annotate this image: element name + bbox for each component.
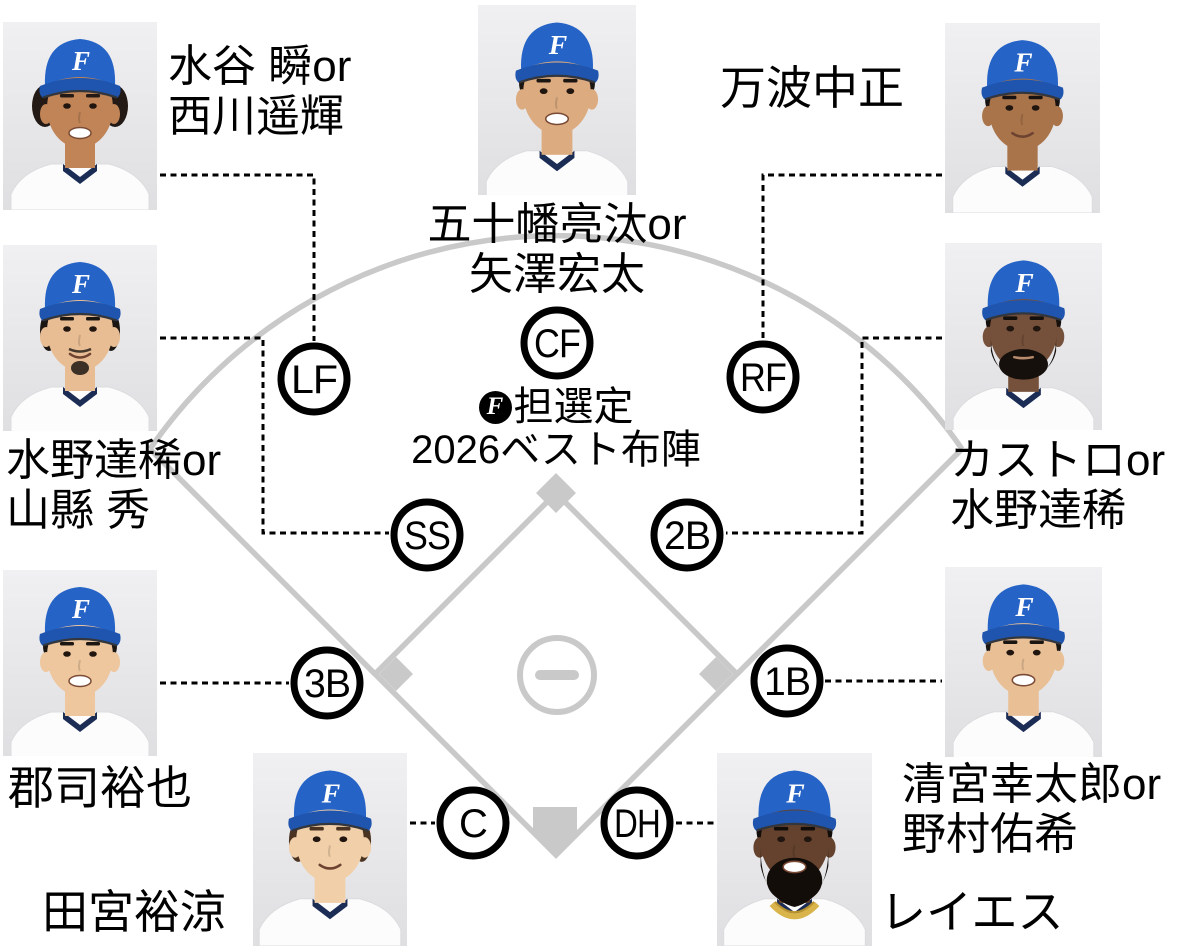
third-base-marker [379,657,413,691]
name-line: 矢澤宏太 [469,250,645,299]
player-photo-rf: F [945,23,1100,213]
player-name-ss: 水野達稀or 山縣 秀 [6,436,221,536]
player-name-c: 田宮裕涼 [42,886,226,938]
position-circle-cf [520,306,594,380]
svg-text:F: F [321,777,341,808]
name-line: 水谷 瞬or [168,42,352,91]
player-photo-dh: F [717,753,872,946]
player-photo-cf: F [478,5,636,195]
position-circle-2b [650,498,724,572]
name-line: レイエス [880,886,1064,938]
svg-text:F: F [1013,48,1032,78]
connector-rf [761,173,942,339]
connector-lf [160,173,316,341]
position-label-dh: DH [614,802,660,846]
player-photo-3b: F [3,570,157,756]
name-line: 山縣 秀 [6,486,151,535]
position-circle-dh [600,786,674,860]
name-line: 清宮幸太郎or [902,760,1162,809]
position-circles: LF CF RF SS 2B 3B 1B C DH [277,306,824,860]
player-name-2b: カストロor 水野達稀 [950,436,1165,536]
player-name-rf: 万波中正 [720,62,904,114]
name-line: 五十幡亮汰or [427,200,687,249]
position-circle-1b [750,644,824,718]
svg-text:F: F [71,594,90,624]
name-line: 野村佑希 [902,810,1078,859]
fighters-logo-icon: F [478,390,512,424]
player-photo-ss: F [3,245,157,431]
svg-text:F: F [785,777,805,808]
player-photo-2b: F [945,243,1102,430]
svg-text:F: F [71,269,90,299]
player-name-1b: 清宮幸太郎or 野村佑希 [902,760,1161,860]
position-circle-ss [390,498,464,572]
second-base-marker [536,473,576,513]
position-circle-c [436,786,510,860]
svg-text:F: F [1014,591,1033,622]
base-markers [379,473,733,857]
right-foul-line [735,447,964,676]
name-line: 郡司裕也 [8,762,192,814]
position-label-lf: LF [291,358,337,402]
position-label-2b: 2B [664,514,710,558]
position-label-rf: RF [740,356,786,400]
player-photo-c: F [253,753,407,946]
player-name-3b: 郡司裕也 [8,762,192,814]
first-base-marker [699,657,733,691]
svg-text:F: F [71,46,90,76]
name-line: 万波中正 [720,62,904,114]
player-name-lf: 水谷 瞬or 西川遥輝 [168,42,351,142]
pitcher-minus-mark [535,670,579,680]
connector-ss [160,336,389,535]
position-label-ss: SS [404,514,450,558]
lineup-note-line1: F 担選定 [406,386,706,428]
position-label-3b: 3B [304,662,350,706]
connector-lines [160,173,942,825]
player-name-cf: 五十幡亮汰or 矢澤宏太 [407,200,707,300]
position-circle-3b [290,646,364,720]
home-plate-marker [533,807,577,857]
position-label-1b: 1B [764,660,810,704]
name-line: 西川遥輝 [168,92,344,141]
position-circle-rf [726,340,800,414]
lineup-note: F 担選定 2026ベスト布陣 [406,386,706,471]
left-foul-line [148,447,377,676]
svg-text:F: F [548,29,567,60]
player-photo-1b: F [945,567,1102,757]
name-line: カストロor [950,436,1166,485]
svg-text:F: F [1014,267,1033,298]
position-circle-lf [277,342,351,416]
name-line: 田宮裕涼 [42,886,226,938]
player-photo-lf: F [3,22,157,210]
position-label-cf: CF [534,322,580,366]
name-line: 水野達稀or [6,436,222,485]
lineup-note-line2: 2026ベスト布陣 [411,428,701,472]
lineup-note-text: 担選定 [513,385,634,429]
name-line: 水野達稀 [950,486,1126,535]
pitcher-spot [517,635,597,715]
player-name-dh: レイエス [880,886,1064,938]
position-label-c: C [459,802,487,846]
